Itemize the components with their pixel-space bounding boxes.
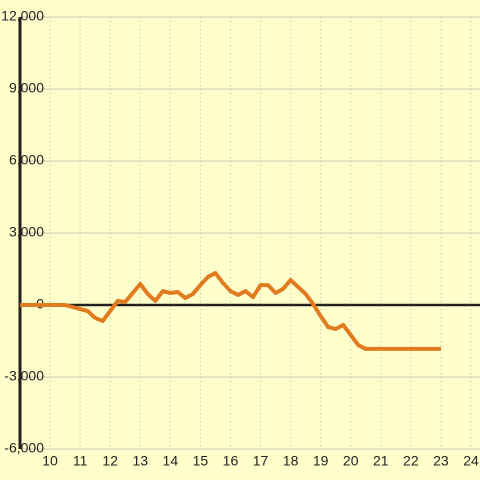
y-tick-label: 9,000 xyxy=(9,80,44,96)
y-tick-label: 6,000 xyxy=(9,152,44,168)
x-tick-label: 11 xyxy=(73,453,88,469)
x-tick-label: 19 xyxy=(313,453,329,469)
x-tick-label: 15 xyxy=(193,453,209,469)
x-tick-label: 17 xyxy=(253,453,269,469)
x-tick-label: 24 xyxy=(463,453,479,469)
x-tick-label: 18 xyxy=(283,453,299,469)
y-tick-label: -6,000 xyxy=(4,440,44,456)
x-tick-label: 22 xyxy=(403,453,419,469)
x-tick-label: 13 xyxy=(132,453,148,469)
x-tick-label: 14 xyxy=(163,453,179,469)
y-tick-label: -3,000 xyxy=(4,368,44,384)
x-tick-label: 16 xyxy=(223,453,239,469)
x-tick-label: 20 xyxy=(343,453,359,469)
x-tick-label: 21 xyxy=(373,453,389,469)
y-tick-label: 12,000 xyxy=(1,8,44,24)
x-tick-label: 10 xyxy=(42,453,58,469)
x-tick-label: 23 xyxy=(433,453,449,469)
y-tick-label: 3,000 xyxy=(9,224,44,240)
line xyxy=(20,271,441,351)
x-tick-label: 12 xyxy=(102,453,118,469)
